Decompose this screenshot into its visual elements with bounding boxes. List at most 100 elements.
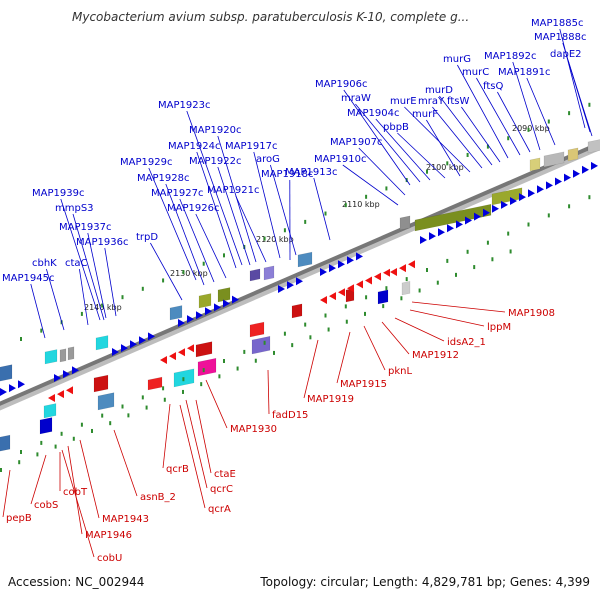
gene-label-map1936c[interactable]: MAP1936c (76, 237, 128, 248)
gene-label-cobs[interactable]: cobS (34, 500, 58, 511)
gene-label-cbhk[interactable]: cbhK (32, 258, 57, 269)
track-dot (101, 303, 104, 308)
gene-label-mray[interactable]: mraY (418, 96, 445, 107)
gene-box (291, 303, 303, 319)
gene-arrow (338, 288, 345, 297)
track-dot (509, 249, 512, 254)
gene-label-asnb-2[interactable]: asnB_2 (140, 492, 176, 503)
track-dot (200, 382, 203, 387)
gene-label-map1918c[interactable]: MAP1918c (261, 169, 313, 180)
gene-label-map1946[interactable]: MAP1946 (85, 530, 132, 541)
gene-arrow (287, 281, 294, 290)
gene-label-map1906c[interactable]: MAP1906c (315, 79, 367, 90)
gene-label-map1907c[interactable]: MAP1907c (330, 137, 382, 148)
gene-label-map1885c[interactable]: MAP1885c (531, 18, 583, 29)
gene-label-map1937c[interactable]: MAP1937c (59, 222, 111, 233)
gene-label-mraw[interactable]: mraW (341, 93, 371, 104)
gene-label-qcrb[interactable]: qcrB (166, 464, 189, 475)
gene-label-murc[interactable]: murC (462, 67, 489, 78)
leader-murd (439, 95, 493, 166)
gene-label-mure[interactable]: murE (390, 96, 417, 107)
gene-label-trpd[interactable]: trpD (136, 232, 158, 243)
gene-label-map1927c[interactable]: MAP1927c (151, 188, 203, 199)
gene-arrow (356, 280, 363, 289)
leader-map1922c (217, 166, 251, 266)
gene-label-pbpb[interactable]: pbpB (383, 122, 409, 133)
gene-arrow (329, 264, 336, 273)
gene-label-map1921c[interactable]: MAP1921c (207, 185, 259, 196)
track-dot (426, 268, 428, 272)
gene-label-idsa2-1[interactable]: idsA2_1 (447, 337, 486, 348)
gene-label-map1904c[interactable]: MAP1904c (347, 108, 399, 119)
gene-label-map1917c[interactable]: MAP1917c (225, 141, 277, 152)
leader-mmps3 (72, 213, 105, 321)
gene-label-cobt[interactable]: cobT (63, 487, 88, 498)
gene-label-map1910c[interactable]: MAP1910c (314, 154, 366, 165)
track-dot (243, 349, 246, 354)
gene-label-qcra[interactable]: qcrA (208, 504, 231, 515)
backbone-line (0, 141, 600, 406)
track-dot (568, 204, 571, 209)
gene-label-map1924c[interactable]: MAP1924c (168, 141, 220, 152)
gene-arrow (296, 277, 303, 286)
gene-label-map1915[interactable]: MAP1915 (340, 379, 387, 390)
gene-label-map1926c[interactable]: MAP1926c (167, 203, 219, 214)
gene-box (44, 349, 58, 365)
gene-label-map1930[interactable]: MAP1930 (230, 424, 277, 435)
gene-label-mmps3[interactable]: mmpS3 (55, 203, 94, 214)
gene-label-qcrc[interactable]: qcrC (210, 484, 233, 495)
gene-box (491, 187, 523, 206)
track-dot (145, 405, 148, 410)
leader-trpd (150, 242, 183, 301)
gene-label-cobu[interactable]: cobU (97, 553, 122, 564)
gene-box (147, 376, 163, 391)
gene-label-ctac[interactable]: ctaC (65, 258, 88, 269)
leader-fadd15 (267, 369, 270, 415)
track-dot (426, 169, 428, 174)
leader-pbpb (397, 132, 446, 179)
gene-arrow (408, 260, 415, 269)
gene-label-map1912[interactable]: MAP1912 (412, 350, 459, 361)
gene-label-pknl[interactable]: pknL (388, 366, 412, 377)
gene-label-lppm[interactable]: lppM (487, 322, 511, 333)
gene-label-ctae[interactable]: ctaE (214, 469, 236, 480)
gene-label-map1913c[interactable]: MAP1913c (285, 167, 337, 178)
gene-label-map1945c[interactable]: MAP1945c (2, 273, 54, 284)
gene-label-map1888c[interactable]: MAP1888c (534, 32, 586, 43)
gene-label-map1922c[interactable]: MAP1922c (189, 156, 241, 167)
gene-arrow (537, 185, 544, 194)
backbone-shadow (0, 142, 600, 411)
gene-label-map1919[interactable]: MAP1919 (307, 394, 354, 405)
gene-label-fadd15[interactable]: fadD15 (272, 410, 308, 421)
track-dot (121, 404, 124, 409)
gene-arrow (9, 384, 16, 393)
gene-arrow (196, 311, 203, 320)
gene-label-murg[interactable]: murG (443, 54, 471, 65)
track-dot (309, 335, 312, 340)
leader-qcrb (162, 403, 171, 469)
gene-label-pepb[interactable]: pepB (6, 513, 32, 524)
gene-label-map1923c[interactable]: MAP1923c (158, 100, 210, 111)
gene-arrow (320, 268, 327, 276)
gene-label-arog[interactable]: aroG (256, 154, 280, 165)
gene-arrow (214, 303, 221, 312)
gene-box (39, 417, 53, 435)
gene-label-map1943[interactable]: MAP1943 (102, 514, 149, 525)
gene-arrow (399, 264, 406, 273)
gene-label-murd[interactable]: murD (425, 85, 453, 96)
gene-label-map1939c[interactable]: MAP1939c (32, 188, 84, 199)
gene-label-map1892c[interactable]: MAP1892c (484, 51, 536, 62)
track-dot (54, 444, 57, 449)
track-dot (101, 413, 104, 418)
gene-label-murf[interactable]: murF (412, 109, 438, 120)
gene-label-map1891c[interactable]: MAP1891c (498, 67, 550, 78)
gene-label-ftsq[interactable]: ftsQ (483, 81, 503, 92)
gene-label-map1929c[interactable]: MAP1929c (120, 157, 172, 168)
leader-map1937c (87, 232, 107, 319)
gene-label-map1920c[interactable]: MAP1920c (189, 125, 241, 136)
gene-label-ftsw[interactable]: ftsW (447, 96, 469, 107)
gene-arrow (501, 200, 508, 209)
gene-label-map1928c[interactable]: MAP1928c (137, 173, 189, 184)
gene-label-dape2[interactable]: dapE2 (550, 49, 582, 60)
gene-label-map1908[interactable]: MAP1908 (508, 308, 555, 319)
